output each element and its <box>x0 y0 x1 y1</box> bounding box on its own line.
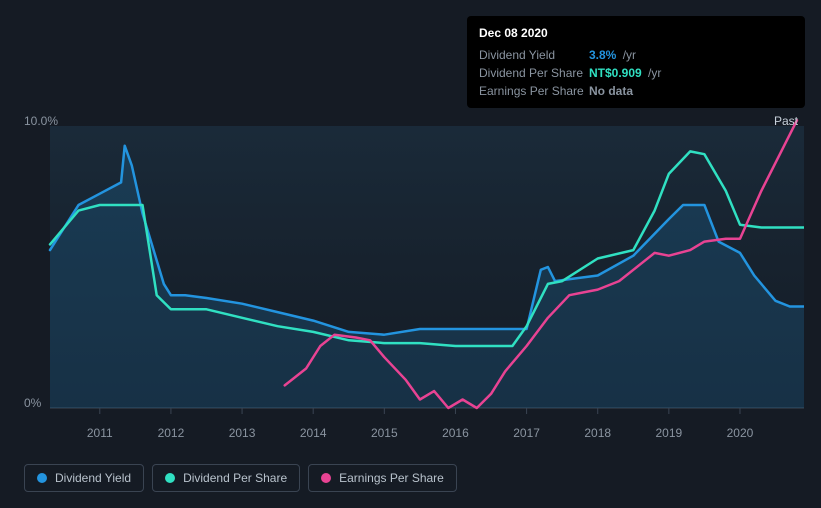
x-tick-label: 2015 <box>371 426 398 440</box>
tooltip-row-value: No data <box>589 84 633 98</box>
tooltip-row-unit: /yr <box>645 66 662 80</box>
legend-item[interactable]: Dividend Yield <box>24 464 144 492</box>
x-tick-label: 2018 <box>584 426 611 440</box>
x-tick-label: 2013 <box>229 426 256 440</box>
legend-label: Dividend Yield <box>55 471 131 485</box>
tooltip-row-label: Dividend Yield <box>479 48 589 62</box>
legend-label: Dividend Per Share <box>183 471 287 485</box>
y-tick-label: 10.0% <box>24 114 58 128</box>
x-tick-label: 2020 <box>727 426 754 440</box>
x-tick-label: 2012 <box>158 426 185 440</box>
tooltip-row-value: 3.8% /yr <box>589 48 636 62</box>
dividend-history-chart: 10.0% 0% Past <box>24 108 804 438</box>
x-tick-label: 2017 <box>513 426 540 440</box>
legend-dot-icon <box>37 473 47 483</box>
tooltip-row-unit: /yr <box>619 48 636 62</box>
x-axis: 2011 2012 2013 2014 2015 2016 2017 2018 2019 2020 <box>24 426 804 446</box>
tooltip-row-label: Earnings Per Share <box>479 84 589 98</box>
tooltip-row-label: Dividend Per Share <box>479 66 589 80</box>
tooltip-box: Dec 08 2020 Dividend Yield3.8% /yrDivide… <box>467 16 805 108</box>
tooltip-row: Dividend Yield3.8% /yr <box>479 46 793 64</box>
legend-dot-icon <box>321 473 331 483</box>
tooltip-row: Earnings Per ShareNo data <box>479 82 793 100</box>
legend-dot-icon <box>165 473 175 483</box>
legend: Dividend Yield Dividend Per Share Earnings… <box>24 464 457 492</box>
tooltip-row-value: NT$0.909 /yr <box>589 66 661 80</box>
legend-item[interactable]: Earnings Per Share <box>308 464 457 492</box>
tooltip-date: Dec 08 2020 <box>479 24 793 46</box>
tooltip-row: Dividend Per ShareNT$0.909 /yr <box>479 64 793 82</box>
x-tick-label: 2011 <box>87 426 113 440</box>
legend-item[interactable]: Dividend Per Share <box>152 464 300 492</box>
legend-label: Earnings Per Share <box>339 471 444 485</box>
x-tick-label: 2014 <box>300 426 327 440</box>
y-tick-label: 0% <box>24 396 41 410</box>
x-tick-label: 2019 <box>655 426 682 440</box>
x-tick-label: 2016 <box>442 426 469 440</box>
past-label: Past <box>774 114 798 128</box>
